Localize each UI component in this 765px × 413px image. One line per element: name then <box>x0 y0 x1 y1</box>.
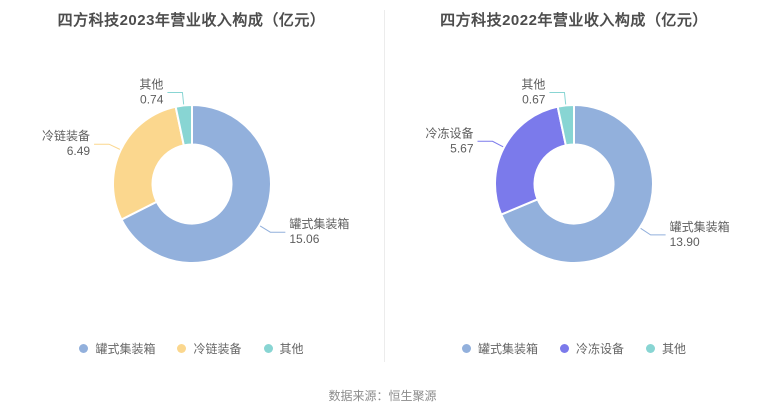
legend-marker <box>177 344 187 353</box>
legend: 罐式集装箱 冷冻设备 其他 <box>383 340 765 357</box>
slice-label: 冷链装备 6.49 <box>42 128 90 158</box>
label-line <box>167 92 185 105</box>
slice-label: 罐式集装箱 13.90 <box>670 219 730 249</box>
chart-title: 四方科技2023年营业收入构成（亿元） <box>57 12 326 29</box>
legend-label: 冷链装备 <box>193 342 242 356</box>
legend-marker <box>263 344 273 353</box>
slice-label: 其他 0.67 <box>521 78 545 107</box>
label-line <box>549 92 567 105</box>
donut-chart-2022: 罐式集装箱 13.90 冷冻设备 5.67 其他 0.67 <box>425 78 730 264</box>
legend-label: 其他 <box>279 342 304 356</box>
label-line <box>640 227 666 236</box>
label-line <box>477 140 504 148</box>
pie-slice-其他[interactable] <box>174 103 193 147</box>
legend-marker <box>461 344 471 353</box>
chart-panel-2022: 罐式集装箱 13.90 冷冻设备 5.67 其他 0.67 四方科技2022年营业收入构成… <box>383 0 765 370</box>
legend-item-其他[interactable]: 其他 <box>646 340 686 357</box>
legend-item-冷冻设备[interactable]: 冷冻设备 <box>559 340 624 357</box>
panel-divider <box>384 10 385 362</box>
legend-marker <box>559 344 569 353</box>
legend-marker <box>79 344 89 353</box>
legend-label: 其他 <box>662 342 687 356</box>
charts-row: 罐式集装箱 15.06 冷链装备 6.49 其他 0.74 四方科技2023年营业收入构成… <box>0 0 765 370</box>
donut-chart-2023: 罐式集装箱 15.06 冷链装备 6.49 其他 0.74 <box>42 78 349 264</box>
chart-title: 四方科技2022年营业收入构成（亿元） <box>440 12 708 29</box>
legend-item-冷链装备[interactable]: 冷链装备 <box>177 340 242 357</box>
chart-panel-2023: 罐式集装箱 15.06 冷链装备 6.49 其他 0.74 四方科技2023年营业收入构成… <box>0 0 383 370</box>
pie-slice-罐式集装箱[interactable] <box>500 104 655 264</box>
label-line <box>259 225 286 233</box>
pie-slice-罐式集装箱[interactable] <box>120 104 273 264</box>
legend-item-其他[interactable]: 其他 <box>263 340 304 357</box>
slice-label: 罐式集装箱 15.06 <box>289 216 349 246</box>
data-source: 数据来源：恒生聚源 <box>328 389 437 403</box>
legend-label: 罐式集装箱 <box>477 342 538 356</box>
legend-item-罐式集装箱[interactable]: 罐式集装箱 <box>461 340 538 357</box>
pie-slice-冷冻设备[interactable] <box>494 105 567 216</box>
legend-label: 罐式集装箱 <box>95 342 156 356</box>
legend-item-罐式集装箱[interactable]: 罐式集装箱 <box>79 340 155 357</box>
legend: 罐式集装箱 冷链装备 其他 <box>0 340 383 357</box>
pie-slice-冷链装备[interactable] <box>112 105 185 221</box>
slice-label: 冷冻设备 5.67 <box>425 125 473 155</box>
legend-marker <box>646 344 655 353</box>
label-line <box>94 143 121 150</box>
pie-slice-其他[interactable] <box>556 103 575 147</box>
slice-label: 其他 0.74 <box>139 78 163 107</box>
legend-label: 冷冻设备 <box>575 342 624 356</box>
